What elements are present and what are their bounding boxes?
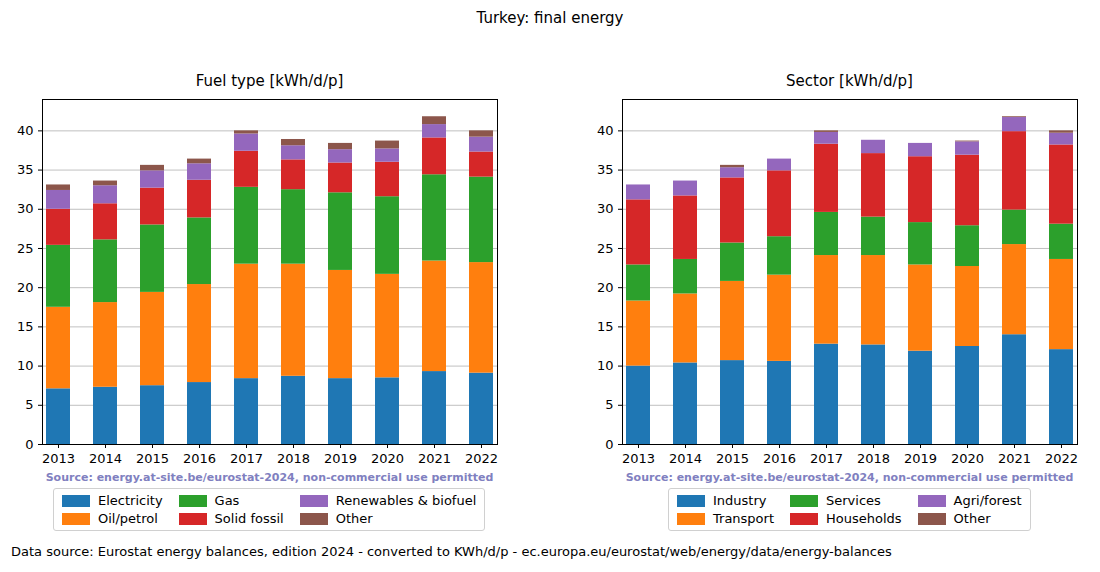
svg-text:2017: 2017 — [230, 451, 263, 464]
svg-text:25: 25 — [597, 241, 614, 256]
html-text:Transport: Transport — [713, 511, 774, 526]
html-text:Renewables & biofuel: Renewables & biofuel — [335, 493, 477, 508]
html-text:Gas: Gas — [214, 493, 240, 508]
svg-text:0: 0 — [25, 437, 33, 452]
svg-text:10: 10 — [17, 358, 34, 373]
svg-text:2017: 2017 — [810, 451, 843, 464]
svg-text:2020: 2020 — [951, 451, 984, 464]
html-text:Solid fossil: Solid fossil — [214, 511, 284, 526]
html-text:Industry: Industry — [713, 493, 767, 508]
svg-text:2022: 2022 — [1045, 451, 1078, 464]
svg-text:2015: 2015 — [716, 451, 749, 464]
html-text:Electricity: Electricity — [98, 493, 163, 508]
svg-text:2018: 2018 — [277, 451, 310, 464]
html-text:Data source: Eurostat energy b: Data source: Eurostat energy balances, e… — [11, 544, 892, 559]
svg-text:2021: 2021 — [418, 451, 451, 464]
svg-text:2013: 2013 — [622, 451, 655, 464]
svg-text:20: 20 — [17, 280, 34, 295]
svg-text:2019: 2019 — [324, 451, 357, 464]
svg-text:40: 40 — [17, 123, 34, 138]
svg-text:20: 20 — [597, 280, 614, 295]
svg-text:5: 5 — [605, 397, 613, 412]
svg-text:15: 15 — [597, 319, 614, 334]
svg-text:2018: 2018 — [857, 451, 890, 464]
svg-text:0: 0 — [605, 437, 613, 452]
svg-text:2016: 2016 — [763, 451, 796, 464]
html-text:Agri/forest: Agri/forest — [953, 493, 1022, 508]
svg-text:2022: 2022 — [465, 451, 498, 464]
svg-text:15: 15 — [17, 319, 34, 334]
svg-text:10: 10 — [597, 358, 614, 373]
svg-text:30: 30 — [597, 201, 614, 216]
svg-text:2019: 2019 — [904, 451, 937, 464]
html-text:Sector [kWh/d/p]: Sector [kWh/d/p] — [786, 72, 913, 90]
svg-text:2014: 2014 — [669, 451, 702, 464]
svg-text:35: 35 — [597, 162, 614, 177]
html-text:Other: Other — [335, 511, 373, 526]
svg-text:2020: 2020 — [371, 451, 404, 464]
html-text:Turkey: final energy: Turkey: final energy — [476, 9, 624, 27]
svg-text:2015: 2015 — [136, 451, 169, 464]
html-text:Source: energy.at-site.be/euro: Source: energy.at-site.be/eurostat-2024,… — [45, 471, 494, 484]
svg-text:5: 5 — [25, 397, 33, 412]
html-text:Oil/petrol: Oil/petrol — [98, 511, 158, 526]
svg-text:35: 35 — [17, 162, 34, 177]
svg-text:2021: 2021 — [998, 451, 1031, 464]
html-text:Households: Households — [826, 511, 902, 526]
html-text:Fuel type [kWh/d/p]: Fuel type [kWh/d/p] — [195, 72, 344, 90]
svg-text:25: 25 — [17, 241, 34, 256]
html-text:Other: Other — [953, 511, 991, 526]
html-text:Services: Services — [826, 493, 881, 508]
svg-text:2013: 2013 — [42, 451, 75, 464]
svg-text:2016: 2016 — [183, 451, 216, 464]
html-text:Source: energy.at-site.be/euro: Source: energy.at-site.be/eurostat-2024,… — [625, 471, 1074, 484]
svg-text:40: 40 — [597, 123, 614, 138]
svg-text:2014: 2014 — [89, 451, 122, 464]
svg-text:30: 30 — [17, 201, 34, 216]
